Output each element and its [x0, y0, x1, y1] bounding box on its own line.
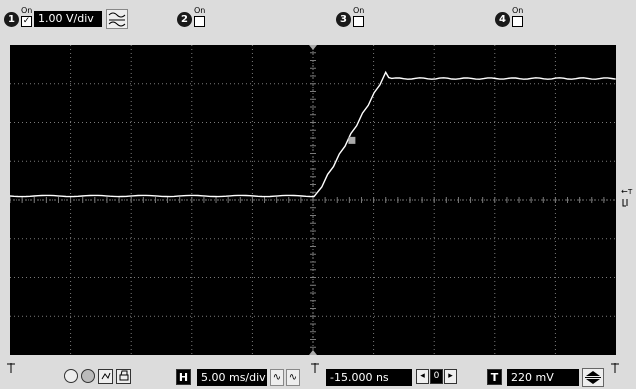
timebase-field[interactable]: 5.00 ms/div	[197, 369, 267, 386]
single-icon[interactable]	[98, 369, 113, 384]
channel-1-scale-field[interactable]: 1.00 V/div	[34, 11, 102, 27]
channel-3-on-checkbox[interactable]	[353, 16, 364, 27]
channel-4-number[interactable]: 4	[495, 12, 510, 27]
channel-3-group: 3 On	[336, 6, 376, 32]
coupling-icon[interactable]	[106, 9, 128, 29]
trigger-ref-icon	[610, 362, 620, 377]
trigger-button[interactable]: T	[487, 369, 502, 385]
channel-2-number[interactable]: 2	[177, 12, 192, 27]
delay-field[interactable]: -15.000 ns	[326, 369, 412, 386]
channel-2-on-label: On	[194, 6, 206, 15]
channel-1-number[interactable]: 1	[4, 12, 19, 27]
delay-left-icon[interactable]: ◂	[416, 369, 429, 384]
trigger-position-marker-bottom	[309, 350, 317, 355]
svg-text:←: ←	[621, 187, 628, 196]
delay-right-icon[interactable]: ▸	[444, 369, 457, 384]
channel-2-group: 2 On	[177, 6, 217, 32]
channel-3-on-label: On	[353, 6, 365, 15]
delay-ref-icon	[310, 362, 320, 377]
print-icon[interactable]	[116, 369, 131, 384]
channel-4-group: 4 On	[495, 6, 535, 32]
channel-2-on-checkbox[interactable]	[194, 16, 205, 27]
stop-icon[interactable]	[81, 369, 95, 383]
trigger-level-field[interactable]: 220 mV	[507, 369, 579, 386]
trigger-level-marker-icon[interactable]: ← T	[620, 186, 634, 213]
waveform-display[interactable]	[10, 45, 616, 355]
delay-zero-button[interactable]: 0	[430, 369, 443, 384]
channel-4-on-label: On	[512, 6, 524, 15]
zoom-icon[interactable]: ∿	[270, 369, 284, 386]
channel-1-on-checkbox[interactable]: ✓	[21, 16, 32, 27]
ground-ref-icon	[6, 362, 16, 377]
control-bar: H 5.00 ms/div ∿ ∿ -15.000 ns ◂ 0 ▸ T 220…	[0, 360, 636, 389]
waveform-trace	[10, 70, 616, 198]
horizontal-button[interactable]: H	[176, 369, 191, 385]
run-icon[interactable]	[64, 369, 78, 383]
channel-1-on-label: On	[21, 6, 33, 15]
trigger-level-marker	[348, 136, 356, 144]
channel-3-number[interactable]: 3	[336, 12, 351, 27]
trigger-slope-icon[interactable]	[582, 368, 604, 387]
roll-icon[interactable]: ∿	[286, 369, 300, 386]
channel-1-group: 1 On ✓ 1.00 V/div	[4, 6, 164, 32]
channel-bar: 1 On ✓ 1.00 V/div 2 On 3 On 4 On	[0, 0, 636, 40]
channel-4-on-checkbox[interactable]	[512, 16, 523, 27]
trigger-position-marker-top	[309, 45, 317, 50]
svg-text:T: T	[627, 188, 633, 196]
